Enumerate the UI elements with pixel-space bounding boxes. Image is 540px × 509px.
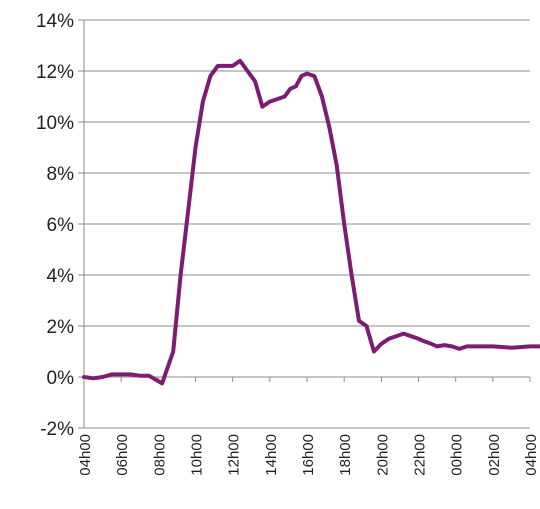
x-tick-label: 08h00	[151, 434, 168, 476]
y-tick-label: 12%	[36, 62, 74, 83]
x-tick-label: 18h00	[337, 434, 354, 476]
x-tick-label: 22h00	[412, 434, 429, 476]
x-tick-label: 06h00	[114, 434, 131, 476]
y-tick-labels: 14% 12% 10% 8% 6% 4% 2% 0% -2%	[36, 11, 74, 440]
y-tick-label: 6%	[47, 215, 75, 236]
series-layer	[82, 58, 540, 386]
x-tick-label: 04h00	[77, 434, 94, 476]
y-tick-label: 4%	[47, 266, 75, 287]
y-tick-label: 8%	[47, 164, 75, 185]
x-tick-label: 02h00	[486, 434, 503, 476]
y-tick-label: 2%	[47, 317, 75, 338]
x-tick-label: 14h00	[263, 434, 280, 476]
x-tick-label: 00h00	[449, 434, 466, 476]
x-tick-label: 16h00	[300, 434, 317, 476]
x-tick-label: 10h00	[189, 434, 206, 476]
gridlines	[78, 19, 530, 429]
x-tick-label: 12h00	[226, 434, 243, 476]
x-tick-label: 20h00	[374, 434, 391, 476]
x-tick-label: 04h00	[523, 434, 540, 476]
y-tick-label: 14%	[36, 11, 74, 32]
y-tick-label: 10%	[36, 113, 74, 134]
series-line	[82, 58, 540, 386]
y-tick-label: -2%	[40, 419, 74, 440]
y-tick-label: 0%	[47, 368, 75, 389]
x-tick-labels: 04h00 06h00 08h00 10h00 12h00 14h00 16h00 18h00…	[77, 434, 540, 476]
